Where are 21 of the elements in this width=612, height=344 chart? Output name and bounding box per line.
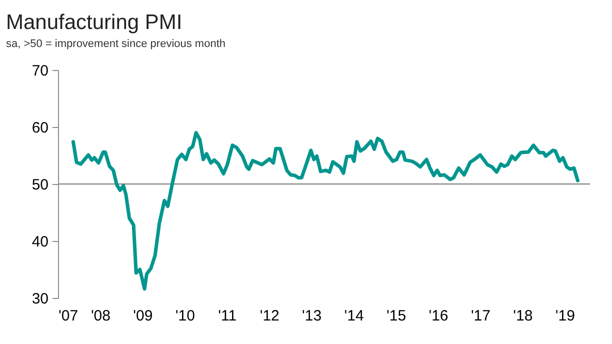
x-tick-label: '09 [133,308,153,324]
y-tick-label: 30 [32,290,48,308]
x-tick-label: '13 [302,308,322,324]
line-series [71,130,580,291]
y-tick-label: 50 [32,176,48,194]
x-tick-label: '18 [513,308,533,324]
y-tick-label: 60 [32,120,48,136]
x-tick-label: '15 [386,308,406,324]
x-tick-label: '11 [218,308,237,324]
chart-subtitle: sa, >50 = improvement since previous month [6,38,226,50]
x-tick-label: '07 [58,308,78,324]
x-tick-label: '14 [344,308,364,324]
x-tick-label: '12 [260,308,280,324]
y-tick-label: 40 [32,234,48,250]
chart-title: Manufacturing PMI [6,11,182,34]
x-tick-label: '08 [90,308,111,324]
x-tick-label: '19 [555,308,575,324]
x-tick-label: '10 [175,308,195,324]
x-tick-label: '17 [470,308,491,324]
x-tick-label: '16 [428,308,448,324]
y-tick-label: 70 [32,62,48,80]
